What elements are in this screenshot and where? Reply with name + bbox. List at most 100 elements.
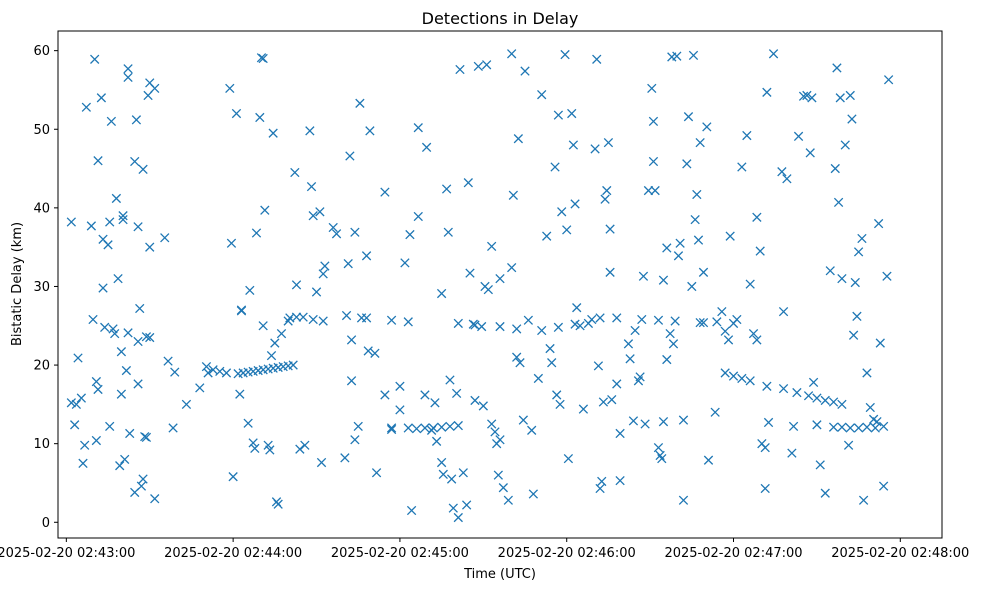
marker-x	[653, 315, 664, 325]
marker-x-shape	[438, 469, 448, 479]
marker-x	[808, 377, 819, 388]
marker-x	[665, 328, 675, 339]
marker-x-shape	[648, 116, 659, 127]
marker-x-shape	[118, 214, 128, 225]
marker-x	[603, 137, 614, 148]
marker-x-shape	[760, 442, 770, 453]
marker-x-shape	[306, 181, 317, 192]
marker-x-shape	[131, 115, 142, 125]
marker-x	[572, 303, 582, 313]
marker-x	[845, 90, 855, 101]
marker-x	[527, 425, 537, 435]
marker-x-shape	[763, 417, 774, 428]
marker-x	[483, 284, 493, 295]
marker-x	[723, 335, 734, 345]
marker-x	[837, 273, 847, 284]
marker-x	[507, 49, 517, 59]
marker-x-shape	[66, 217, 77, 227]
marker-x	[150, 83, 160, 94]
marker-x	[698, 267, 709, 277]
marker-x	[258, 53, 268, 64]
marker-x-shape	[113, 273, 123, 284]
marker-x	[590, 144, 600, 154]
marker-x-shape	[675, 238, 685, 248]
marker-x-shape	[638, 271, 649, 281]
marker-x-shape	[403, 423, 413, 433]
marker-x	[870, 423, 880, 433]
marker-x-shape	[528, 489, 539, 499]
marker-x-shape	[778, 306, 789, 317]
marker-x-shape	[542, 231, 552, 241]
marker-x	[640, 419, 650, 429]
marker-x-shape	[512, 324, 522, 334]
marker-x	[745, 376, 755, 386]
marker-x	[365, 126, 375, 136]
marker-x	[221, 368, 232, 378]
marker-x-shape	[458, 468, 468, 478]
marker-x	[260, 205, 270, 215]
marker-x	[628, 416, 639, 426]
marker-x	[720, 368, 730, 378]
marker-x	[748, 328, 759, 339]
marker-x	[498, 483, 508, 493]
marker-x	[403, 423, 413, 433]
marker-x	[837, 422, 847, 432]
marker-x-shape	[66, 398, 77, 408]
marker-x	[595, 313, 605, 323]
marker-x-shape	[80, 440, 90, 450]
marker-x-shape	[465, 268, 475, 278]
marker-x	[226, 238, 237, 248]
marker-x-shape	[420, 423, 430, 433]
marker-x-shape	[737, 373, 747, 384]
marker-x-shape	[657, 453, 667, 464]
marker-x	[430, 398, 440, 408]
marker-x-shape	[361, 251, 372, 261]
marker-x	[555, 399, 565, 410]
marker-x-shape	[640, 419, 650, 429]
marker-x	[93, 384, 103, 395]
marker-x	[436, 288, 447, 299]
marker-x	[602, 185, 612, 196]
marker-x-shape	[386, 423, 397, 433]
marker-x	[105, 217, 115, 227]
marker-x	[436, 457, 447, 468]
marker-x-shape	[768, 49, 779, 59]
marker-x-shape	[760, 483, 770, 494]
marker-x	[778, 306, 789, 317]
marker-x	[815, 460, 825, 470]
marker-x-shape	[507, 49, 517, 59]
y-tick-label: 0	[42, 516, 50, 531]
marker-x-shape	[426, 425, 437, 435]
marker-x-shape	[752, 212, 762, 222]
marker-x-shape	[563, 453, 574, 464]
marker-x	[728, 371, 739, 381]
marker-x-shape	[495, 321, 505, 332]
marker-x	[255, 112, 265, 123]
marker-x	[853, 247, 864, 257]
marker-x	[752, 212, 762, 222]
marker-x-shape	[518, 415, 529, 425]
marker-x-shape	[463, 178, 473, 188]
marker-x-shape	[678, 495, 689, 505]
marker-x-shape	[308, 211, 318, 221]
marker-x-shape	[710, 407, 720, 417]
marker-x-shape	[623, 339, 634, 349]
marker-x-shape	[78, 458, 88, 468]
marker-x	[341, 310, 352, 321]
marker-x	[288, 360, 298, 370]
marker-x	[141, 332, 152, 342]
marker-x	[93, 156, 103, 166]
marker-x-shape	[481, 60, 492, 70]
marker-x	[658, 417, 669, 427]
marker-x	[552, 390, 562, 400]
marker-x	[353, 421, 363, 432]
marker-x	[426, 425, 437, 435]
marker-x	[518, 415, 529, 425]
marker-x-shape	[682, 159, 692, 169]
marker-x-shape	[346, 376, 357, 386]
marker-x-shape	[695, 137, 705, 148]
marker-x-shape	[73, 353, 83, 363]
x-tick-label: 2025-02-20 02:43:00	[0, 546, 135, 561]
marker-x	[123, 64, 133, 74]
marker-x	[688, 50, 699, 61]
